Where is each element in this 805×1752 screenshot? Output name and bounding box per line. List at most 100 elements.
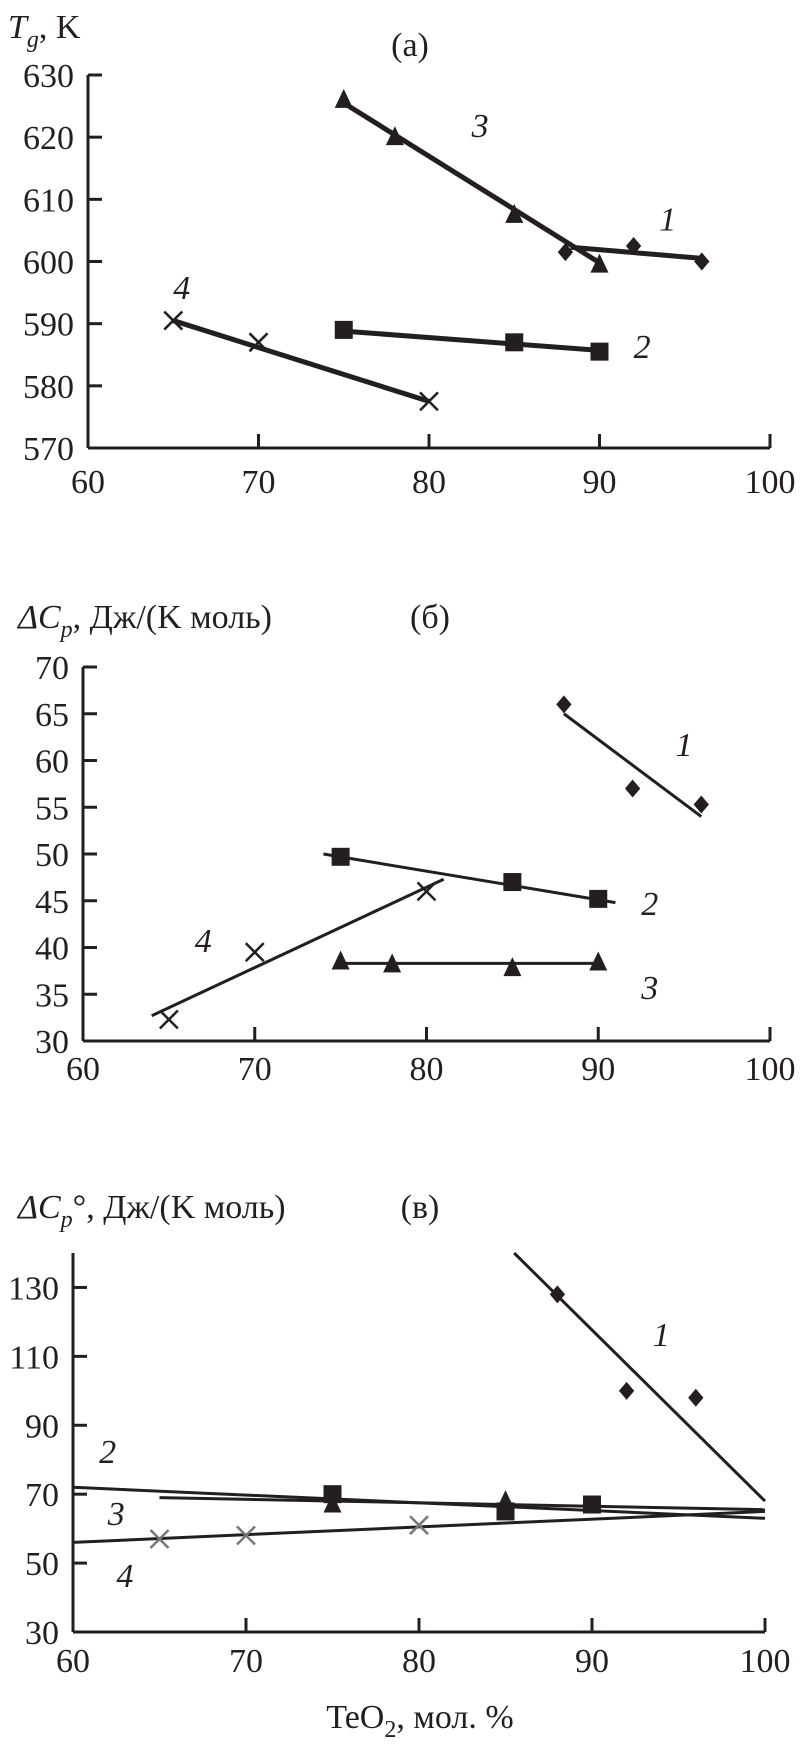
y-tick-label: 35 [35, 977, 69, 1014]
data-point-square [589, 889, 608, 908]
panel-1: 570 580 590 600 610 620 630 60 70 80 90 100 Tg, K (a)… [8, 9, 796, 501]
panel-label: (в) [401, 1189, 440, 1226]
x-tick-label: 70 [229, 1643, 263, 1680]
data-point-triangle [385, 126, 404, 146]
x-tick-label: 60 [71, 464, 105, 501]
y-title-main: T [8, 9, 29, 46]
y-tick-label: 570 [23, 431, 74, 468]
x-tick-label: 90 [583, 464, 617, 501]
data-point-cross [409, 1515, 429, 1536]
series-1: 1 [556, 695, 709, 818]
series-line [151, 877, 445, 1018]
x-tick-label: 100 [740, 1643, 791, 1680]
series-label: 2 [99, 1434, 116, 1471]
series-label: 1 [676, 727, 693, 764]
x-title-main: TeO [326, 1699, 384, 1736]
series-line [343, 328, 600, 353]
data-point-diamond [688, 1388, 704, 1407]
panel-label: (a) [391, 27, 429, 64]
y-tick-label: 60 [35, 744, 69, 781]
data-point-diamond [625, 236, 642, 255]
y-tick-label: 45 [35, 884, 69, 921]
data-point-triangle [383, 953, 402, 973]
y-tick-label: 130 [8, 1270, 59, 1307]
data-point-cross [248, 332, 269, 353]
data-point-diamond [557, 243, 574, 262]
data-point-cross [158, 1009, 179, 1030]
x-tick-label: 90 [581, 1051, 615, 1088]
data-point-triangle [503, 957, 522, 977]
series-2: 2 [323, 847, 658, 923]
data-point-cross [236, 1525, 256, 1546]
x-tick-label: 90 [575, 1643, 609, 1680]
x-tick-label: 60 [56, 1643, 90, 1680]
data-point-diamond [549, 1285, 566, 1304]
panel-3: 30 50 70 90 110 130 60 70 80 90 100 ΔCp°, Дж/(K мол… [8, 1189, 791, 1743]
y-tick-label: 30 [25, 1615, 59, 1652]
y-tick-label: 590 [23, 307, 74, 344]
y-tick-label: 610 [23, 182, 74, 219]
series-label: 1 [653, 1317, 670, 1354]
data-point-triangle [334, 88, 353, 108]
series-line [159, 1496, 766, 1512]
series-3: 3 [331, 950, 658, 1007]
data-point-cross [419, 391, 439, 412]
data-point-triangle [590, 253, 609, 273]
y-tick-label: 580 [23, 369, 74, 406]
series-3: 3 [334, 88, 609, 273]
series-label: 4 [173, 270, 190, 307]
data-point-square [503, 873, 522, 892]
y-tick-label: 110 [9, 1339, 59, 1376]
y-tick-label: 50 [25, 1546, 59, 1583]
data-point-diamond [624, 779, 641, 798]
x-title-rest: , мол. % [396, 1699, 513, 1736]
series-line [563, 712, 703, 818]
data-point-square [590, 342, 609, 361]
y-axis-title: Tg, K [8, 9, 81, 53]
series-label: 1 [659, 201, 676, 238]
series-line [342, 100, 601, 265]
panel-label: (б) [410, 599, 450, 636]
x-tick-label: 100 [745, 1051, 796, 1088]
series-label: 2 [641, 886, 658, 923]
data-point-cross [416, 881, 437, 902]
data-point-diamond [694, 252, 710, 271]
data-point-square [334, 320, 353, 339]
series-line [513, 1251, 767, 1503]
series-label: 3 [107, 1496, 125, 1533]
y-tick-label: 70 [35, 650, 69, 687]
y-title-rest: , K [39, 9, 81, 46]
series-label: 4 [195, 923, 212, 960]
data-point-diamond [693, 795, 709, 814]
series-label: 2 [634, 329, 651, 366]
x-title-sub: 2 [384, 1717, 396, 1743]
series-line [570, 244, 703, 261]
y-tick-label: 50 [35, 837, 69, 874]
series-1: 1 [557, 201, 710, 271]
y-tick-label: 600 [23, 245, 74, 282]
y-title-main: ΔC [16, 1189, 61, 1226]
data-point-diamond [618, 1381, 635, 1400]
y-tick-label: 30 [35, 1024, 69, 1061]
data-point-square [331, 847, 350, 866]
series-label: 3 [471, 108, 489, 145]
y-tick-label: 620 [23, 120, 74, 157]
y-title-rest: °, Дж/(K моль) [73, 1189, 286, 1226]
x-axis-title: TeO2, мол. % [326, 1699, 513, 1743]
series-line [172, 318, 430, 404]
y-tick-label: 65 [35, 697, 69, 734]
y-title-rest: , Дж/(K моль) [73, 599, 272, 636]
x-tick-label: 70 [242, 464, 276, 501]
x-tick-label: 100 [745, 464, 796, 501]
y-axis-title: ΔCp°, Дж/(K моль) [16, 1189, 286, 1233]
y-tick-label: 70 [25, 1477, 59, 1514]
y-axis-title: ΔCp, Дж/(K моль) [16, 599, 272, 643]
x-tick-label: 80 [410, 1051, 444, 1088]
y-tick-label: 55 [35, 790, 69, 827]
series-label: 4 [116, 1558, 133, 1595]
y-title-sub: p [59, 1207, 73, 1233]
series-4: 4 [151, 877, 445, 1030]
series-label: 3 [640, 970, 658, 1007]
data-point-triangle [589, 951, 608, 971]
